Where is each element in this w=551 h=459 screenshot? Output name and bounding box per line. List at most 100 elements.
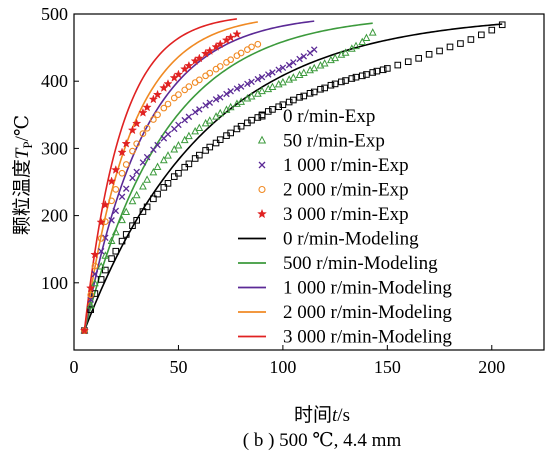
exp-markers xyxy=(79,21,506,335)
data-point xyxy=(205,46,215,55)
data-point xyxy=(285,61,293,69)
plot-frame xyxy=(73,13,545,351)
data-point xyxy=(184,60,194,70)
data-point xyxy=(331,80,339,88)
x-tick-label: 50 xyxy=(169,357,187,377)
data-point xyxy=(132,190,141,199)
data-point xyxy=(185,113,193,121)
data-point xyxy=(106,176,117,186)
data-point xyxy=(310,46,318,53)
data-point xyxy=(108,255,115,262)
data-point xyxy=(86,300,95,309)
data-point xyxy=(248,78,255,86)
data-point xyxy=(122,207,131,216)
data-point xyxy=(257,208,267,219)
data-point xyxy=(91,290,99,297)
data-point xyxy=(258,161,266,169)
data-point xyxy=(118,215,126,224)
data-point xyxy=(118,169,126,177)
data-point xyxy=(112,186,120,193)
data-point xyxy=(384,65,391,72)
data-point xyxy=(225,32,236,42)
data-point xyxy=(160,184,168,191)
data-point xyxy=(415,55,422,62)
data-point xyxy=(108,217,115,224)
data-point xyxy=(352,73,360,81)
data-point xyxy=(100,199,111,209)
data-point xyxy=(279,101,287,109)
data-point xyxy=(143,175,152,183)
data-point xyxy=(394,61,402,69)
data-point xyxy=(296,94,303,101)
data-point xyxy=(164,151,172,159)
data-point xyxy=(488,26,496,34)
data-point xyxy=(237,122,245,130)
legend: 0 r/min-Exp 50 r/min-Exp 1 000 r/min-Exp 2 … xyxy=(238,106,452,348)
data-point xyxy=(139,208,147,215)
data-point xyxy=(232,29,242,39)
data-point xyxy=(342,77,349,84)
data-point xyxy=(128,196,137,205)
data-point xyxy=(362,33,371,42)
model-curves xyxy=(83,18,503,331)
data-point xyxy=(133,168,140,176)
data-point xyxy=(138,107,148,117)
data-point xyxy=(184,131,193,140)
data-point xyxy=(108,197,115,205)
data-point xyxy=(86,283,96,293)
data-point xyxy=(258,73,266,81)
data-point xyxy=(143,153,151,161)
data-point xyxy=(143,124,151,132)
model-curve xyxy=(83,18,238,331)
y-tick-label: 500 xyxy=(41,4,68,24)
data-point xyxy=(358,72,366,80)
data-point xyxy=(194,53,205,63)
data-point xyxy=(202,102,209,109)
data-point xyxy=(206,99,214,106)
data-point xyxy=(150,195,157,203)
data-point xyxy=(87,291,95,299)
y-tick-label: 100 xyxy=(41,273,68,293)
data-point xyxy=(247,91,256,100)
data-point xyxy=(111,227,120,236)
data-point xyxy=(97,262,106,270)
legend-label: 500 r/min-Modeling xyxy=(283,253,438,274)
data-point xyxy=(112,247,120,255)
data-point xyxy=(185,83,193,90)
data-point xyxy=(254,40,262,48)
x-tick-label: 0 xyxy=(70,357,79,377)
data-point xyxy=(467,36,475,43)
data-point xyxy=(206,143,214,151)
data-point xyxy=(498,21,506,29)
data-point xyxy=(170,145,179,153)
data-point xyxy=(91,270,99,278)
data-point xyxy=(97,235,105,242)
data-point xyxy=(310,63,319,72)
data-point xyxy=(269,69,276,76)
data-point xyxy=(97,276,105,283)
data-point xyxy=(175,169,182,177)
data-point xyxy=(379,66,387,74)
data-point xyxy=(150,116,157,123)
data-point xyxy=(96,217,106,227)
data-point xyxy=(173,69,184,79)
model-curve xyxy=(83,23,503,331)
legend-label: 1 000 r/min-Modeling xyxy=(283,278,452,299)
data-point xyxy=(122,231,130,238)
data-point xyxy=(170,94,178,102)
data-point xyxy=(180,135,189,144)
data-point xyxy=(321,84,328,92)
data-point xyxy=(331,53,340,62)
data-point xyxy=(139,159,147,166)
data-point xyxy=(258,112,266,120)
data-point xyxy=(216,108,225,117)
data-point xyxy=(320,59,329,67)
data-point xyxy=(446,43,454,51)
data-point xyxy=(348,75,356,82)
data-point xyxy=(127,125,138,135)
data-point xyxy=(133,217,140,224)
data-point xyxy=(175,91,182,98)
data-point xyxy=(248,116,255,124)
data-point xyxy=(226,102,235,111)
y-tick-label: 200 xyxy=(41,206,68,226)
